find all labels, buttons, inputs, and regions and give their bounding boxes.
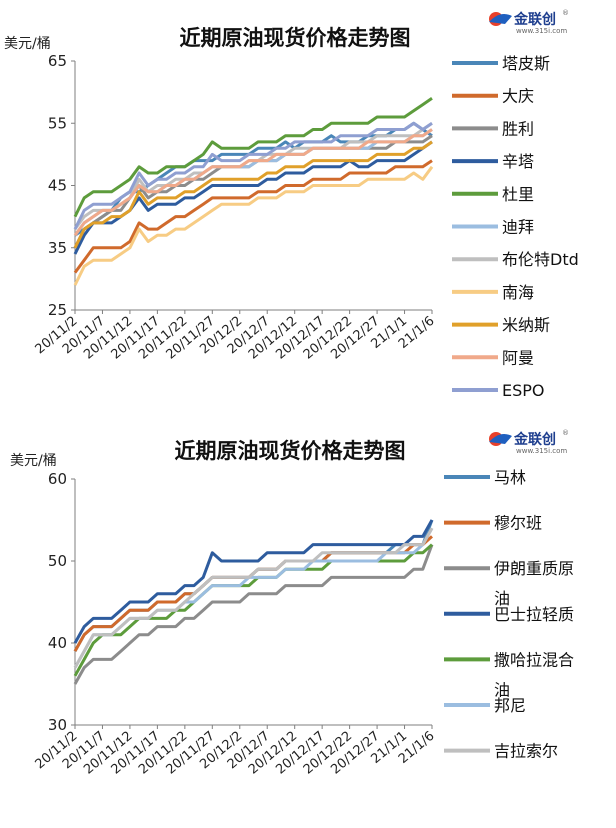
logo: 金联创 ® www.315i.com	[489, 9, 569, 35]
line-chart-2: 近期原油现货价格走势图 美元/桶 金联创 ® www.315i.com 30 40…	[10, 429, 574, 778]
logo-brand: 金联创	[513, 11, 556, 28]
series-line-11	[73, 121, 433, 230]
legend-label: 吉拉索尔	[494, 742, 558, 761]
logo-mark-icon	[489, 432, 512, 446]
legend-label: 巴士拉轻质	[494, 605, 574, 624]
plot-area	[73, 97, 434, 286]
chart-title: 近期原油现货价格走势图	[180, 26, 411, 50]
axes: 253545556520/11/220/11/720/11/1220/11/17…	[33, 52, 438, 363]
chart-panel-2: 近期原油现货价格走势图 美元/桶 金联创 ® www.315i.com 30 40…	[0, 420, 616, 824]
y-tick-label: 35	[48, 239, 67, 257]
logo-site: www.315i.com	[516, 27, 567, 35]
series-line-2	[73, 159, 433, 274]
y-tick-label: 60	[48, 470, 67, 488]
legend-label: 阿曼	[502, 348, 534, 367]
logo-registered-mark: ®	[562, 9, 569, 17]
series-line-8	[73, 165, 434, 286]
logo: 金联创 ® www.315i.com	[489, 429, 569, 455]
series-line-9	[73, 140, 433, 249]
legend-label: 邦尼	[494, 696, 526, 715]
logo-mark-icon	[489, 12, 512, 26]
y-tick-label: 65	[48, 52, 67, 70]
y-tick-label: 50	[48, 552, 67, 570]
logo-site: www.315i.com	[516, 447, 567, 455]
legend-label: 南海	[502, 283, 534, 302]
y-tick-label: 45	[48, 177, 67, 195]
series-line-6	[73, 527, 434, 669]
series-line-10	[73, 128, 433, 237]
logo-brand: 金联创	[513, 431, 556, 448]
legend-label: 马林	[494, 468, 526, 487]
legend-label: 米纳斯	[502, 316, 550, 335]
legend-label: 布伦特Dtd	[502, 250, 579, 269]
legend-label: 胜利	[502, 119, 534, 138]
legend-label: 塔皮斯	[502, 54, 550, 73]
legend-label: 伊朗重质原油	[494, 559, 574, 608]
legend-label: 大庆	[502, 87, 534, 106]
logo-registered-mark: ®	[562, 429, 569, 437]
chart-panel-1: 近期原油现货价格走势图 美元/桶 金联创 ® www.315i.com 25 35…	[0, 0, 616, 410]
series-line-4	[73, 519, 434, 644]
axes: 3040506020/11/220/11/720/11/1220/11/1720…	[33, 470, 438, 778]
series-line-5	[73, 97, 433, 218]
y-tick-label: 25	[48, 301, 67, 319]
legend-label: 辛塔	[502, 152, 534, 171]
legend-label: 杜里	[502, 185, 534, 204]
legend-label: 迪拜	[502, 218, 534, 237]
y-axis-unit: 美元/桶	[4, 36, 51, 52]
legend-label: ESPO	[502, 381, 545, 400]
y-tick-label: 30	[48, 716, 67, 734]
series-line-1	[73, 519, 434, 652]
line-chart-1: 近期原油现货价格走势图 美元/桶 金联创 ® www.315i.com 25 35…	[4, 9, 579, 400]
series-line-7	[73, 122, 433, 230]
chart-title: 近期原油现货价格走势图	[175, 439, 406, 463]
y-tick-label: 40	[48, 634, 67, 652]
y-axis-unit: 美元/桶	[10, 453, 57, 469]
legend-label: 撒哈拉混合油	[494, 650, 574, 699]
legend-label: 穆尔班	[494, 514, 542, 533]
plot-area	[73, 519, 434, 685]
series-line-7	[73, 527, 434, 669]
y-tick-label: 55	[48, 114, 67, 132]
series-line-3	[73, 544, 434, 685]
